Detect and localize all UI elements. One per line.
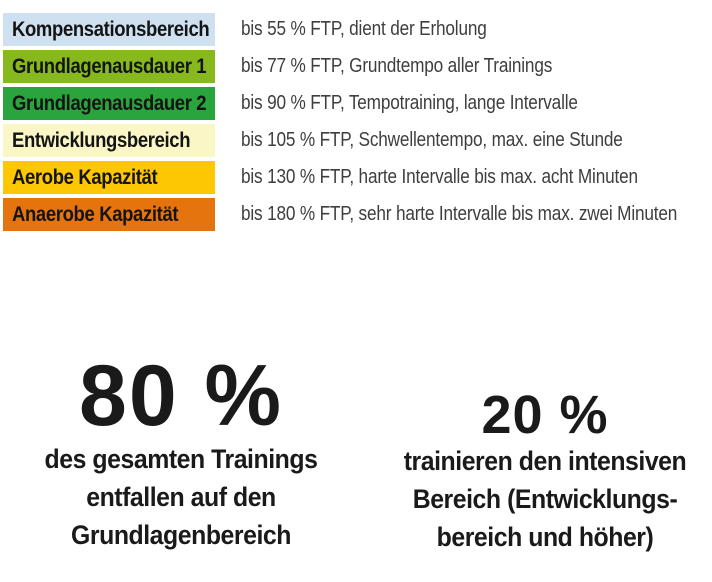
zone-label-text: Entwicklungsbereich: [12, 128, 191, 152]
zone-description: bis 105 % FTP, Schwellentempo, max. eine…: [241, 129, 623, 151]
stat-20-percent: 20 % trainieren den intensiven Bereich (…: [388, 352, 702, 556]
zone-color-label: Kompensationsbereich: [3, 13, 215, 46]
zone-row-aerobe-kapazitaet: Aerobe Kapazität bis 130 % FTP, harte In…: [3, 161, 712, 194]
zone-color-label: Grundlagenausdauer 2: [3, 87, 215, 120]
zone-row-grundlagenausdauer-1: Grundlagenausdauer 1 bis 77 % FTP, Grund…: [3, 50, 712, 83]
stat-value: 80 %: [78, 348, 284, 444]
zone-label-text: Grundlagenausdauer 2: [12, 91, 207, 115]
stat-caption-line: entfallen auf den: [86, 482, 276, 512]
zone-color-label: Grundlagenausdauer 1: [3, 50, 215, 83]
zone-row-grundlagenausdauer-2: Grundlagenausdauer 2 bis 90 % FTP, Tempo…: [3, 87, 712, 120]
stat-80-percent: 80 % des gesamten Trainings entfallen au…: [20, 352, 342, 554]
zone-color-label: Entwicklungsbereich: [3, 124, 215, 157]
stat-caption-line: bereich und höher): [436, 522, 654, 552]
stat-value: 20 %: [481, 385, 609, 445]
stat-caption: trainieren den intensiven Bereich (Entwi…: [388, 442, 702, 556]
zone-label-text: Anaerobe Kapazität: [12, 202, 179, 226]
zone-description: bis 180 % FTP, sehr harte Intervalle bis…: [241, 203, 678, 225]
zones-table: Kompensationsbereich bis 55 % FTP, dient…: [3, 13, 712, 235]
zone-label-text: Aerobe Kapazität: [12, 165, 158, 189]
zone-label-text: Kompensationsbereich: [12, 17, 210, 41]
zone-row-anaerobe-kapazitaet: Anaerobe Kapazität bis 180 % FTP, sehr h…: [3, 198, 712, 231]
zone-row-entwicklungsbereich: Entwicklungsbereich bis 105 % FTP, Schwe…: [3, 124, 712, 157]
zone-description: bis 90 % FTP, Tempotraining, lange Inter…: [241, 92, 578, 114]
stat-caption-line: Grundlagenbereich: [71, 520, 291, 550]
zone-row-kompensationsbereich: Kompensationsbereich bis 55 % FTP, dient…: [3, 13, 712, 46]
zone-color-label: Anaerobe Kapazität: [3, 198, 215, 231]
stat-caption: des gesamten Trainings entfallen auf den…: [20, 440, 342, 554]
zone-description: bis 55 % FTP, dient der Erholung: [241, 18, 487, 40]
zone-description: bis 130 % FTP, harte Intervalle bis max.…: [241, 166, 638, 188]
stat-caption-line: trainieren den intensiven: [403, 446, 687, 476]
zone-description: bis 77 % FTP, Grundtempo aller Trainings: [241, 55, 553, 77]
zone-label-text: Grundlagenausdauer 1: [12, 54, 207, 78]
zone-color-label: Aerobe Kapazität: [3, 161, 215, 194]
stat-caption-line: des gesamten Trainings: [44, 444, 318, 474]
stat-caption-line: Bereich (Entwicklungs-: [412, 484, 678, 514]
